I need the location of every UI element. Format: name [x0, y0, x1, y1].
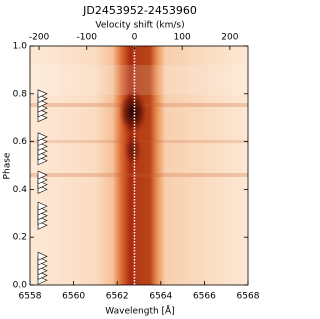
x-tick-label: 6566	[193, 292, 216, 302]
plot-frame	[29, 45, 249, 286]
x-tick-label: 6568	[237, 292, 260, 302]
observation-marker	[37, 251, 48, 261]
spectrum-core	[124, 134, 142, 166]
y-tick-label: 0.4	[13, 185, 28, 195]
spectrum-streak	[30, 65, 248, 95]
x-tick-label: 6558	[19, 292, 42, 302]
y-tick-label: 0.8	[13, 89, 28, 99]
y-tick-label: 0.0	[13, 281, 28, 291]
x2-axis-label: Velocity shift (km/s)	[95, 21, 184, 31]
observation-marker	[37, 170, 48, 180]
x-tick-label: 6564	[149, 292, 172, 302]
x2-tick-label: 0	[132, 33, 138, 43]
observation-marker	[37, 132, 48, 142]
spectrum-streak	[30, 173, 248, 177]
x2-tick-label: -200	[29, 33, 50, 43]
y-tick-label: 0.6	[13, 137, 28, 147]
y-tick-label: 1.0	[13, 42, 28, 52]
spectrum-core	[119, 90, 147, 134]
x2-tick-label: 200	[221, 33, 238, 43]
chart-title: JD2453952-2453960	[82, 4, 197, 17]
x-tick-label: 6560	[62, 292, 85, 302]
chart: JD2453952-2453960 Velocity shift (km/s) …	[3, 4, 260, 317]
plot-area	[29, 45, 249, 286]
spectrum-image	[30, 46, 248, 285]
observation-marker	[37, 201, 48, 211]
y-axis-label: Phase	[3, 152, 13, 179]
x2-tick-label: 100	[174, 33, 191, 43]
y-tick-label: 0.2	[13, 233, 27, 243]
x-tick-label: 6562	[106, 292, 129, 302]
x-axis-label: Wavelength [Å]	[105, 305, 174, 317]
x2-tick-label: -100	[77, 33, 98, 43]
observation-marker	[37, 89, 48, 99]
